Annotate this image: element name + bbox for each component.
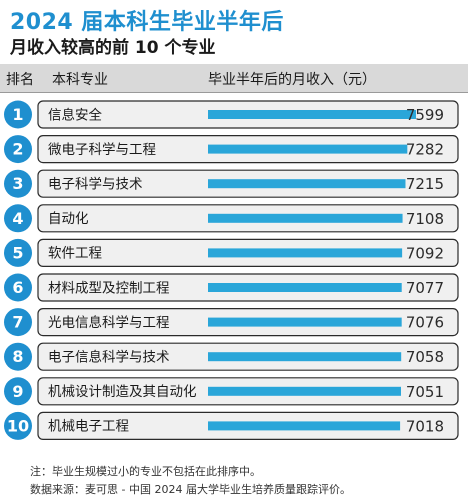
income-value-label: 7108	[406, 210, 444, 228]
rank-badge	[4, 411, 32, 440]
rank-number: 9	[12, 382, 23, 401]
income-bar	[208, 421, 401, 431]
major-name: 信息安全	[48, 106, 102, 123]
major-name: 自动化	[48, 211, 89, 227]
income-column-header: 毕业半年后的月收入（元）	[208, 72, 376, 88]
rank-number: 4	[12, 209, 23, 228]
rank-number: 1	[12, 105, 23, 124]
income-value-label: 7215	[406, 175, 444, 193]
income-bar	[208, 110, 416, 119]
footnote: 注：毕业生规模过小的专业不包括在此排序中。	[30, 465, 261, 478]
major-name: 材料成型及控制工程	[48, 280, 170, 296]
rank-badge	[4, 273, 32, 302]
income-value-label: 7076	[406, 314, 444, 332]
major-name: 机械设计制造及其自动化	[48, 384, 197, 400]
income-bar	[208, 283, 402, 292]
rank-number: 8	[12, 347, 23, 366]
income-value-label: 7077	[406, 279, 444, 297]
rank-column-header: 排名	[6, 72, 34, 88]
rank-badge	[4, 308, 32, 337]
income-value-label: 7599	[406, 106, 444, 124]
income-bar	[208, 179, 406, 189]
income-value-label: 7058	[406, 348, 444, 366]
major-name: 微电子科学与工程	[48, 142, 156, 158]
major-name: 电子科学与技术	[48, 177, 143, 193]
rank-badge	[4, 377, 32, 406]
income-value-label: 7051	[406, 383, 444, 401]
income-value-label: 7018	[406, 417, 444, 435]
rank-badge	[4, 238, 32, 267]
major-column-header: 本科专业	[52, 72, 108, 88]
income-bar	[208, 317, 402, 327]
rank-badge	[4, 204, 32, 233]
data-source: 数据来源：麦可思 - 中国 2024 届大学毕业生培养质量跟踪评价。	[30, 483, 351, 496]
chart-title: 2024 届本科生毕业半年后	[10, 10, 284, 35]
rank-number: 5	[12, 243, 23, 262]
rank-number: 3	[12, 174, 23, 193]
income-value-label: 7282	[406, 141, 444, 159]
major-name: 电子信息科学与技术	[48, 349, 170, 366]
chart-subtitle: 月收入较高的前 10 个专业	[10, 38, 216, 58]
rank-badge	[4, 169, 32, 198]
major-name: 光电信息科学与工程	[48, 314, 170, 331]
income-bar	[208, 352, 402, 362]
major-name: 机械电子工程	[48, 419, 129, 435]
income-bar	[208, 213, 403, 223]
rank-badge	[4, 135, 32, 164]
rank-number: 2	[12, 140, 23, 159]
rank-badge	[4, 100, 32, 129]
major-name: 软件工程	[48, 246, 102, 262]
rank-badge	[4, 342, 32, 371]
income-value-label: 7092	[406, 244, 444, 262]
income-bar	[208, 386, 402, 396]
rank-number: 6	[12, 278, 23, 297]
rank-number: 10	[7, 416, 29, 435]
income-bar	[208, 248, 403, 258]
rank-number: 7	[12, 313, 23, 332]
header-divider	[0, 92, 468, 93]
income-bar	[208, 144, 408, 154]
table-header: 排名 本科专业 毕业半年后的月收入（元）	[0, 64, 468, 92]
